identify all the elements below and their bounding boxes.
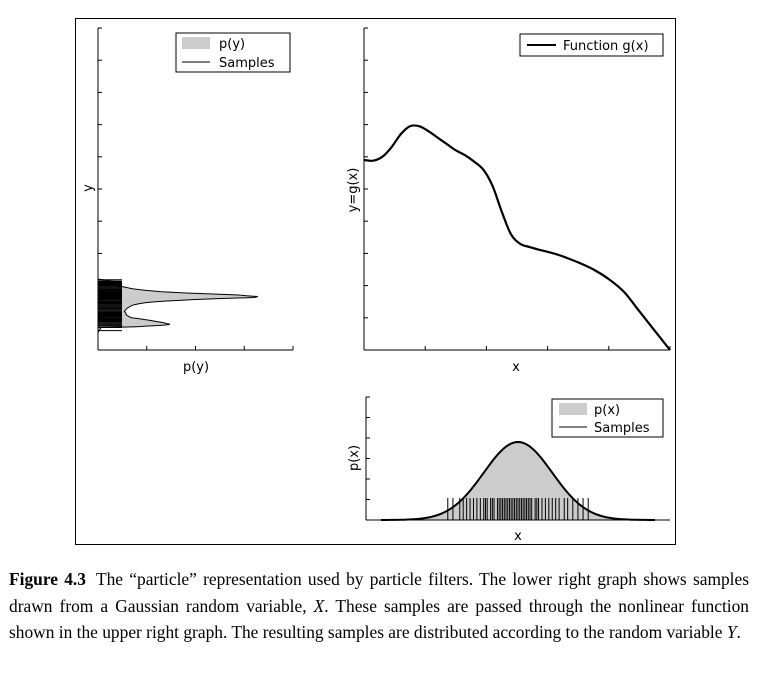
px-legend-samples: Samples — [594, 421, 650, 436]
figure-frame — [75, 18, 676, 545]
caption-var-x: X — [313, 595, 325, 616]
px-samples — [447, 498, 589, 520]
caption-text-2: . These samples are passed through the n… — [9, 595, 750, 643]
py-legend-samples: Samples — [219, 56, 275, 71]
figure-plots: p(y) y p(y) Samples x y=g(x) Function g(… — [81, 27, 671, 544]
py-samples — [98, 279, 122, 332]
px-ylabel: p(x) — [347, 445, 362, 471]
py-legend-swatch — [182, 37, 210, 49]
px-xlabel: x — [514, 529, 522, 544]
gx-legend: Function g(x) — [519, 33, 664, 57]
px-legend-swatch — [559, 403, 587, 415]
caption-text-3: . — [736, 622, 741, 642]
px-legend-density: p(x) — [594, 403, 620, 418]
py-ylabel: y — [81, 184, 96, 192]
py-legend: p(y) Samples — [175, 32, 291, 73]
py-density-area — [97, 189, 258, 350]
px-axes — [365, 396, 670, 521]
py-axes — [97, 27, 294, 351]
px-plot: x p(x) p(x) Samples — [347, 396, 670, 544]
caption-var-y: Y — [726, 622, 737, 642]
py-xlabel: p(y) — [183, 360, 209, 375]
px-density-line — [381, 440, 655, 521]
gx-function-line — [363, 124, 671, 351]
gx-xlabel: x — [512, 360, 520, 375]
gx-ylabel: y=g(x) — [346, 168, 361, 213]
px-legend: p(x) Samples — [551, 398, 664, 438]
px-density-area — [381, 442, 655, 520]
py-legend-density: p(y) — [219, 37, 245, 52]
gx-legend-label: Function g(x) — [563, 39, 649, 54]
caption-text-1: The “particle” representation used by pa… — [9, 569, 749, 616]
py-density-path — [97, 189, 258, 350]
figure-caption: Figure 4.3 The “particle” representation … — [9, 566, 749, 646]
gx-axes — [363, 27, 671, 351]
py-plot: p(y) y p(y) Samples — [81, 27, 294, 375]
gx-plot: x y=g(x) Function g(x) — [346, 27, 671, 375]
figure-label: Figure 4.3 — [9, 569, 86, 589]
